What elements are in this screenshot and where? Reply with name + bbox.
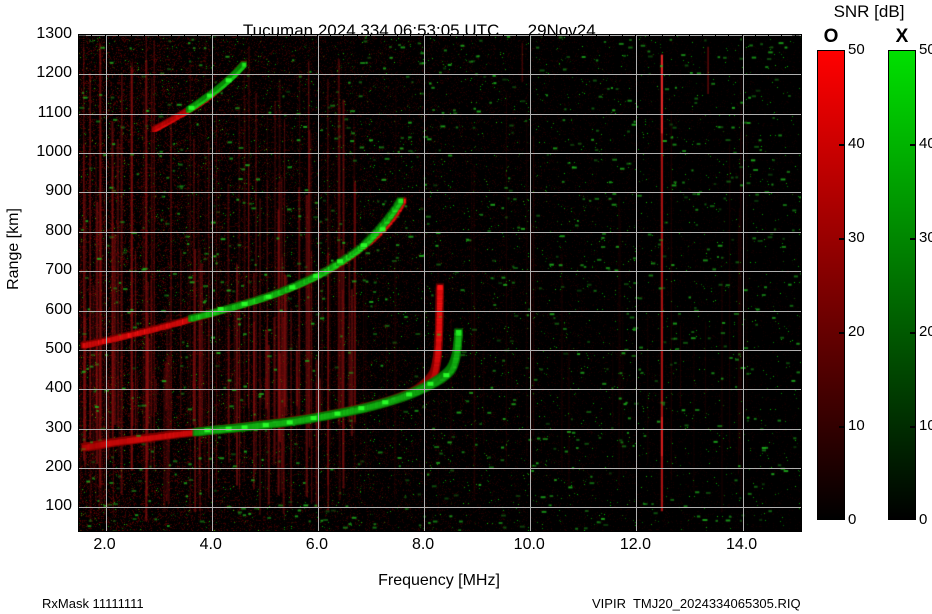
y-tick-label: 1000 — [36, 143, 72, 161]
y-tick-label: 100 — [45, 497, 72, 515]
colorbar-tick-label: 10 — [919, 417, 932, 434]
y-tick-label: 300 — [45, 418, 72, 436]
ionogram-canvas — [79, 35, 801, 531]
colorbar-tick-label: 40 — [848, 135, 865, 152]
colorbar-tick-label: 40 — [919, 135, 932, 152]
colorbar-tick-label: 0 — [848, 511, 857, 528]
y-tick-label: 500 — [45, 339, 72, 357]
colorbar-tick-label: 50 — [848, 41, 865, 58]
colorbar-tick-label: 30 — [848, 229, 865, 246]
colorbar-tick-label: 20 — [919, 323, 932, 340]
x-tick-label: 12.0 — [619, 536, 651, 553]
rxmask-label: RxMask 11111111 — [42, 596, 144, 611]
y-tick-label: 800 — [45, 221, 72, 239]
colorbar-x-gradient — [888, 50, 916, 520]
colorbar-tick-mark — [910, 144, 916, 146]
x-tick-label: 8.0 — [411, 536, 435, 553]
x-tick-label: 4.0 — [199, 536, 222, 553]
colorbar-o-ticklabels: 50 40 30 20 10 0 — [848, 41, 874, 528]
ionogram-plot-area[interactable] — [78, 34, 802, 532]
colorbar-x-label: X — [895, 26, 909, 47]
y-axis-labels: 1300 1200 1100 1000 900 800 700 600 500 400 300 200… — [0, 0, 72, 614]
x-tick-label: 10.0 — [513, 536, 545, 553]
colorbar-tick-label: 10 — [848, 417, 865, 434]
x-tick-label: 6.0 — [305, 536, 329, 553]
y-tick-label: 700 — [45, 261, 72, 279]
colorbar-tick-mark — [839, 426, 845, 428]
y-tick-label: 200 — [45, 458, 72, 476]
x-tick-label: 2.0 — [93, 536, 116, 553]
x-tick-label: 14.0 — [726, 536, 758, 553]
source-file-label: VIPIR TMJ20_2024334065305.RIQ — [592, 596, 801, 611]
colorbar-tick-mark — [839, 332, 845, 334]
x-axis-title: Frequency [MHz] — [378, 572, 500, 589]
y-axis-title: Range [km] — [5, 208, 22, 290]
y-tick-label: 1300 — [36, 25, 72, 42]
colorbar-tick-mark — [910, 332, 916, 334]
colorbar-title: SNR [dB] — [833, 2, 905, 21]
colorbar-tick-label: 0 — [919, 511, 928, 528]
colorbar-o-label: O — [823, 26, 839, 47]
x-axis-labels: 2.0 4.0 6.0 8.0 10.0 12.0 14.0 — [78, 536, 800, 558]
colorbar-o-gradient — [817, 50, 845, 520]
colorbar-tick-mark — [839, 144, 845, 146]
colorbar-x-ticklabels: 50 40 30 20 10 0 — [919, 41, 932, 528]
colorbar-tick-mark — [839, 238, 845, 240]
y-tick-label: 400 — [45, 379, 72, 397]
colorbar-tick-label: 30 — [919, 229, 932, 246]
colorbar-tick-mark — [910, 238, 916, 240]
y-tick-label: 1200 — [36, 64, 72, 82]
y-tick-label: 600 — [45, 300, 72, 318]
colorbar-tick-label: 50 — [919, 41, 932, 58]
y-tick-label: 1100 — [37, 103, 72, 121]
colorbar-tick-mark — [910, 426, 916, 428]
colorbar-tick-label: 20 — [848, 323, 865, 340]
y-tick-label: 900 — [45, 182, 72, 200]
